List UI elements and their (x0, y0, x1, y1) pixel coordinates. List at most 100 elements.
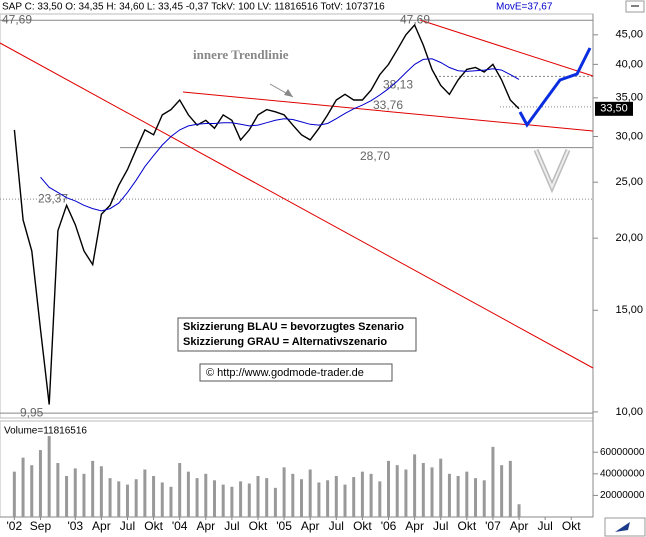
x-tick-label: Apr (196, 519, 215, 533)
volume-bar (500, 465, 504, 517)
volume-tick-label: 40000000 (600, 468, 645, 479)
y-tick-label: 10,00 (615, 406, 643, 418)
volume-bar (108, 478, 112, 517)
blue-scenario (518, 47, 592, 128)
x-tick-label: Jul (537, 519, 552, 533)
x-tick-label: Apr (92, 519, 111, 533)
volume-bar (186, 471, 190, 517)
level-label: 9,95 (20, 405, 44, 419)
volume-tick-label: 20000000 (600, 490, 645, 501)
volume-bar (326, 480, 330, 517)
volume-bar (247, 483, 251, 517)
volume-bar (221, 484, 225, 517)
volume-bar (160, 482, 164, 517)
level-label: 23,37 (38, 191, 68, 205)
volume-bar (212, 480, 216, 517)
volume-bar (369, 473, 373, 517)
sketches (0, 19, 594, 369)
volume-label: Volume=11816516 (4, 426, 87, 437)
volume-bar (404, 469, 408, 517)
volume-bar (291, 473, 295, 517)
annotation-arrowhead (284, 89, 293, 97)
volume-bar (117, 481, 121, 517)
volume-bar (447, 473, 451, 517)
x-tick-label: Apr (405, 519, 424, 533)
volume-bar (230, 486, 234, 517)
tool-icon (615, 522, 630, 532)
x-tick-label: '05 (276, 519, 292, 533)
volume-bar (134, 479, 138, 517)
x-tick-label: Okt (353, 519, 372, 533)
volume-bar (378, 481, 382, 517)
x-tick-label: Jul (224, 519, 239, 533)
volume-bar (30, 465, 34, 517)
price-line (13, 23, 520, 405)
volume-bar (273, 487, 277, 517)
level-label: 38,13 (383, 78, 413, 92)
volume-bar (204, 473, 208, 517)
volume-bar (395, 465, 399, 517)
x-tick-label: '07 (485, 519, 501, 533)
volume-bar (125, 484, 129, 517)
volume-bar (430, 467, 434, 517)
volume-bar (195, 478, 199, 517)
volume-bar (508, 460, 512, 517)
volume-bar (38, 450, 42, 517)
y-tick-label: 40,00 (615, 58, 643, 70)
x-tick-label: Sep (30, 519, 52, 533)
x-tick-label: Jul (329, 519, 344, 533)
volume-bar (143, 469, 147, 517)
level-label: 47,69 (2, 12, 32, 26)
y-tick-label: 20,00 (615, 232, 643, 244)
volume-bar (465, 471, 469, 517)
volume-bar (343, 484, 347, 517)
volume-bar (491, 446, 495, 517)
volume-bar (282, 467, 286, 517)
source: © http://www.godmode-trader.de (206, 367, 364, 379)
y-tick-label: 35,00 (615, 92, 643, 104)
y-tick-label: 30,00 (615, 130, 643, 142)
x-tick-label: Jul (120, 519, 135, 533)
volume-bar (387, 460, 391, 517)
volume-bar (334, 475, 338, 517)
x-tick-label: Okt (144, 519, 163, 533)
volume-bar (317, 482, 321, 517)
volume-bar (152, 475, 156, 517)
volume-bar (239, 481, 243, 517)
level-label: 47,69 (400, 12, 430, 26)
x-tick-label: Apr (301, 519, 320, 533)
x-tick-label: '04 (172, 519, 188, 533)
volume-bar (99, 466, 103, 517)
x-tick-label: Okt (457, 519, 476, 533)
volume-bar (178, 463, 182, 517)
level-label: 33,76 (373, 98, 403, 112)
volume-bar (300, 479, 303, 517)
last-price-box (595, 101, 633, 116)
volume-bar (360, 471, 364, 517)
volume-bar (413, 454, 417, 517)
volume-bar (421, 463, 425, 517)
volume-bar (256, 475, 260, 517)
volume-bar (56, 463, 60, 517)
y-tick-label: 25,00 (615, 176, 643, 188)
level-label: 28,70 (360, 149, 390, 163)
header: SAP C: 33,50 O: 34,35 H: 34,60 L: 33,45 … (2, 2, 385, 13)
trendline (419, 19, 594, 77)
volume-bar (12, 471, 16, 517)
volume-bar (47, 436, 51, 517)
price-line (40, 58, 520, 212)
volume-bar (482, 480, 486, 517)
volume-bar (21, 457, 25, 517)
volume-bar (265, 478, 269, 517)
trendline (0, 42, 594, 369)
volume-bar (169, 486, 173, 517)
ma-label: MovE=37,67 (496, 2, 553, 13)
x-tick-label: '03 (67, 519, 83, 533)
volume-bar (456, 475, 460, 517)
last-price-label: 33,50 (600, 103, 628, 115)
source-box (199, 363, 393, 382)
volume-bar (352, 477, 356, 517)
note: Skizzierung GRAU = Alternativszenario (183, 336, 387, 348)
